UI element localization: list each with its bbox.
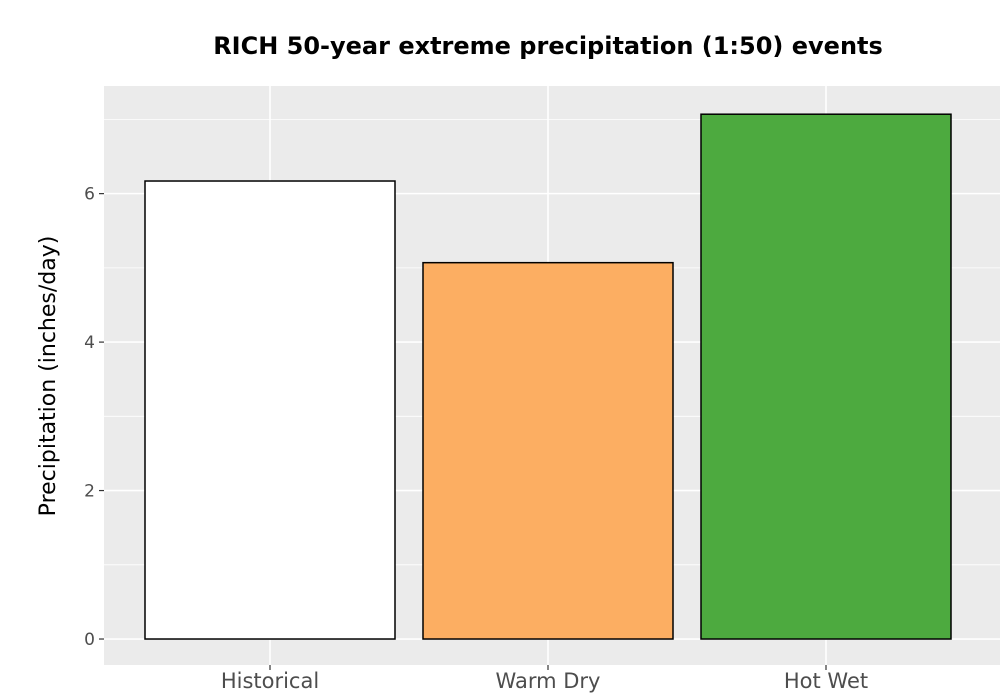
y-tick-label: 2 [84,482,95,502]
bars [144,113,952,640]
y-axis-label: Precipitation (inches/day) [36,236,61,517]
y-tick-label: 4 [84,333,95,353]
x-tick-label: Warm Dry [496,669,601,693]
x-tick-label: Hot Wet [784,669,868,693]
y-tick-label: 0 [84,630,95,650]
y-tick-label: 6 [84,185,95,205]
y-axis: 0 2 4 6 [84,185,104,650]
chart-title: RICH 50-year extreme precipitation (1:50… [213,32,883,60]
x-tick-label: Historical [221,669,319,693]
bar-warm-dry [422,261,674,640]
bar-historical [144,180,396,640]
x-axis: Historical Warm Dry Hot Wet [221,665,868,693]
bar-hot-wet [700,113,952,640]
